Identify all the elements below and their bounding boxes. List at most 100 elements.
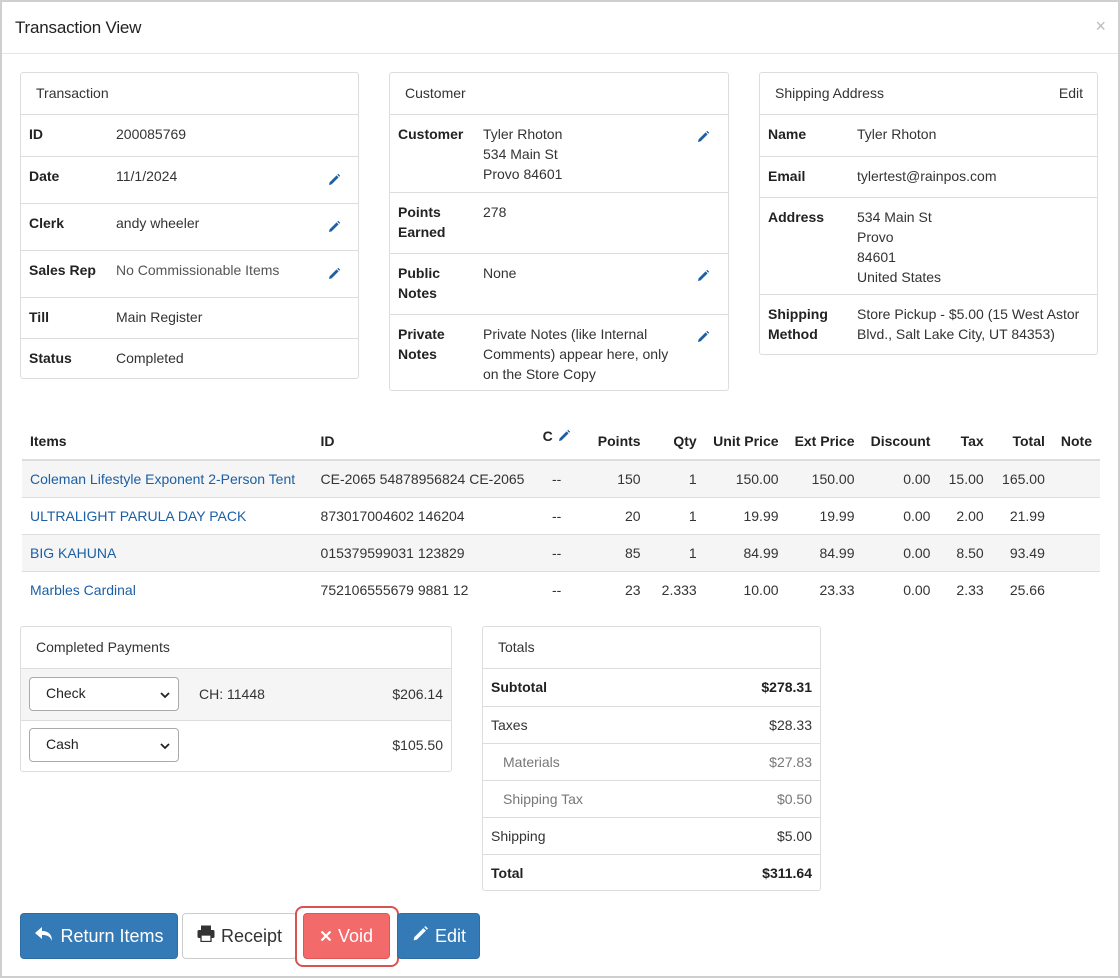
col-points[interactable]: Points (580, 422, 649, 461)
edit-sales-rep-pencil-icon[interactable] (327, 267, 341, 281)
item-points: 20 (580, 496, 649, 534)
points-label-line2: Earned (398, 224, 446, 240)
sales-rep-label: Sales Rep (29, 262, 96, 278)
printer-icon (197, 925, 215, 947)
payments-heading: Completed Payments (21, 627, 451, 669)
shipping-tax-value: $0.50 (776, 791, 812, 807)
private-notes-line1: Private Notes (like Internal (483, 326, 648, 342)
shipping-heading-bar: Shipping Address Edit (760, 73, 1097, 115)
item-unit-price: 84.99 (704, 533, 787, 571)
ship-address-line3: 84601 (857, 249, 896, 265)
totals-taxes-row: Taxes $28.33 (483, 706, 820, 743)
item-unit-price: 10.00 (704, 570, 787, 608)
item-c: -- (532, 570, 581, 608)
item-id: 873017004602 146204 (312, 496, 533, 534)
totals-materials-row: Materials $27.83 (483, 743, 820, 780)
customer-row: Customer Tyler Rhoton 534 Main St Provo … (390, 115, 728, 192)
public-notes-label-line2: Notes (398, 285, 437, 301)
edit-clerk-pencil-icon[interactable] (327, 220, 341, 234)
col-id[interactable]: ID (312, 422, 533, 461)
col-c[interactable]: C (532, 422, 581, 461)
edit-button[interactable]: Edit (397, 913, 480, 959)
shipping-label: Shipping (491, 828, 546, 844)
close-icon[interactable]: × (1095, 16, 1106, 36)
item-tax: 15.00 (938, 459, 992, 497)
pencil-icon (411, 925, 429, 948)
item-link[interactable]: BIG KAHUNA (30, 544, 117, 561)
item-points: 150 (580, 459, 649, 497)
ship-address-value: 534 Main St Provo 84601 United States (857, 207, 941, 287)
col-c-pencil-icon[interactable] (557, 429, 571, 446)
private-notes-line2: Comments) appear here, only (483, 346, 669, 362)
private-notes-value: Private Notes (like Internal Comments) a… (483, 324, 668, 384)
payment-method-select[interactable]: Check (29, 677, 179, 711)
table-row: Coleman Lifestyle Exponent 2-Person Tent… (22, 459, 1100, 497)
item-points: 23 (580, 570, 649, 608)
item-c: -- (532, 533, 581, 571)
col-items[interactable]: Items (22, 422, 313, 461)
payment-amount: $105.50 (392, 737, 443, 753)
item-note (1052, 533, 1100, 571)
table-row: BIG KAHUNA 015379599031 123829 -- 85 1 8… (22, 533, 1100, 571)
materials-value: $27.83 (769, 754, 812, 770)
shipping-address-panel: Shipping Address Edit Name Tyler Rhoton … (759, 72, 1098, 355)
date-label: Date (29, 168, 60, 184)
col-qty[interactable]: Qty (648, 422, 705, 461)
points-value: 278 (483, 204, 507, 220)
return-arrow-icon (34, 926, 54, 947)
status-label: Status (29, 350, 72, 366)
total-label: Total (491, 865, 524, 881)
edit-private-notes-pencil-icon[interactable] (696, 330, 710, 344)
item-link[interactable]: Coleman Lifestyle Exponent 2-Person Tent (30, 470, 296, 487)
subtotal-label: Subtotal (491, 679, 547, 695)
item-link[interactable]: ULTRALIGHT PARULA DAY PACK (30, 507, 247, 524)
transaction-status-row: Status Completed (21, 338, 358, 378)
item-link[interactable]: Marbles Cardinal (30, 581, 136, 598)
shipping-heading: Shipping Address (775, 85, 884, 101)
totals-shipping-tax-row: Shipping Tax $0.50 (483, 780, 820, 817)
col-unit-price[interactable]: Unit Price (704, 422, 787, 461)
close-icon (320, 926, 332, 947)
payment-method-select[interactable]: Cash (29, 728, 179, 762)
item-qty: 2.333 (648, 570, 705, 608)
customer-city: Provo 84601 (483, 166, 563, 182)
ship-method-label-line1: Shipping (768, 306, 828, 322)
edit-customer-pencil-icon[interactable] (696, 130, 710, 144)
item-id: 015379599031 123829 (312, 533, 533, 571)
item-qty: 1 (648, 459, 705, 497)
customer-panel: Customer Customer Tyler Rhoton 534 Main … (389, 72, 729, 391)
ship-email-label: Email (768, 168, 806, 184)
edit-date-pencil-icon[interactable] (327, 173, 341, 187)
return-items-button[interactable]: Return Items (20, 913, 178, 959)
item-discount: 0.00 (862, 570, 939, 608)
clerk-label: Clerk (29, 215, 65, 231)
status-value: Completed (116, 350, 184, 366)
ship-method-label-line2: Method (768, 326, 818, 342)
item-tax: 8.50 (938, 533, 992, 571)
edit-public-notes-pencil-icon[interactable] (696, 269, 710, 283)
private-notes-line3: on the Store Copy (483, 366, 596, 382)
receipt-button[interactable]: Receipt (182, 913, 297, 959)
void-label: Void (337, 925, 374, 946)
ship-method-label: Shipping Method (768, 304, 828, 344)
col-tax[interactable]: Tax (938, 422, 992, 461)
shipping-edit-link[interactable]: Edit (1058, 85, 1083, 101)
points-label-line1: Points (398, 204, 441, 220)
private-notes-label-line2: Notes (398, 346, 437, 362)
items-header-row: Items ID C Points Qty Unit Price Ext Pri… (22, 422, 1100, 461)
col-c-label: C (542, 428, 553, 444)
shipping-value: $5.00 (776, 828, 812, 844)
col-total[interactable]: Total (991, 422, 1053, 461)
ship-name-value: Tyler Rhoton (857, 126, 937, 142)
totals-shipping-row: Shipping $5.00 (483, 817, 820, 854)
shipping-method-row: Shipping Method Store Pickup - $5.00 (15… (760, 294, 1097, 355)
item-tax: 2.33 (938, 570, 992, 608)
public-notes-label-line1: Public (398, 265, 441, 281)
item-id: CE-2065 54878956824 CE-2065 (312, 459, 533, 497)
col-note[interactable]: Note (1052, 422, 1100, 461)
col-discount[interactable]: Discount (862, 422, 939, 461)
void-button[interactable]: Void (303, 913, 390, 959)
item-total: 25.66 (991, 570, 1053, 608)
col-ext-price[interactable]: Ext Price (786, 422, 863, 461)
